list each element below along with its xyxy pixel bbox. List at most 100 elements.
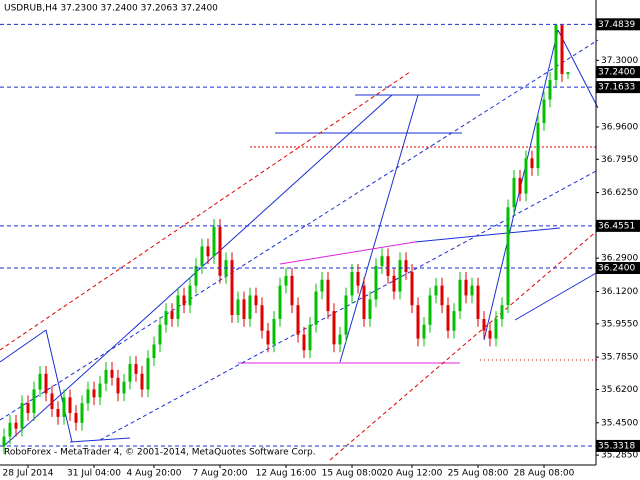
pattern-line: [279, 241, 416, 265]
candle-body: [8, 422, 12, 437]
candle-body: [80, 403, 84, 423]
y-tick-label: 36.7950: [601, 155, 638, 165]
channel-line: [99, 169, 599, 441]
candle-body: [548, 79, 552, 100]
trend-line: [339, 94, 419, 363]
x-tick-label: 28 Aug 08:00: [514, 469, 575, 479]
candle-body: [512, 177, 516, 208]
candle-body: [404, 260, 408, 272]
candle-body: [236, 299, 240, 316]
candle-body: [158, 324, 162, 345]
candle-body: [242, 299, 246, 319]
candle-body: [320, 279, 324, 292]
candle-body: [134, 364, 138, 374]
candle-body: [140, 373, 144, 390]
candle-body: [56, 409, 60, 417]
candle-body: [92, 389, 96, 398]
trend-line: [4, 94, 393, 446]
candle-body: [266, 330, 270, 345]
candle-body: [200, 246, 204, 267]
candle-body: [74, 412, 78, 423]
candle-body: [428, 295, 432, 325]
candle-body: [302, 334, 306, 351]
y-tick-label: 35.9550: [601, 319, 638, 329]
candle-body: [326, 279, 330, 312]
candle-body: [86, 389, 90, 404]
y-tick-label: 35.6200: [601, 385, 638, 395]
x-tick-label: 31 Jul 04:00: [67, 469, 121, 479]
level-label: 36.2400: [598, 264, 635, 274]
candle-body: [506, 207, 510, 306]
x-tick-label: 20 Aug 12:00: [382, 469, 443, 479]
candle-body: [68, 397, 72, 413]
y-tick-label: 36.1200: [601, 287, 638, 297]
level-box: [596, 18, 640, 31]
level-box: [596, 439, 640, 452]
candle-body: [314, 291, 318, 325]
candle-body: [470, 285, 474, 296]
x-tick-label: 28 Jul 2014: [3, 469, 54, 479]
y-tick-label: 35.7850: [601, 353, 638, 363]
candle-body: [296, 305, 300, 335]
candle-body: [182, 295, 186, 306]
candle-body: [446, 305, 450, 331]
current-price-label: 37.2400: [598, 68, 635, 78]
candle-body: [272, 318, 276, 345]
candle-body: [338, 334, 342, 345]
candle-body: [206, 246, 210, 257]
y-tick-label: 36.2900: [601, 254, 638, 264]
channel-line: [0, 39, 599, 421]
candle-body: [488, 330, 492, 339]
candle-body: [518, 177, 522, 194]
candle-body: [104, 369, 108, 384]
candle-body: [476, 285, 480, 319]
trend-line: [414, 227, 561, 243]
candle-body: [410, 271, 414, 306]
x-tick-label: 12 Aug 16:00: [256, 469, 317, 479]
candle-body: [290, 275, 294, 306]
candle-body: [32, 389, 36, 413]
candle-body: [110, 369, 114, 378]
x-tick-label: 15 Aug 08:00: [322, 469, 383, 479]
x-tick-label: 7 Aug 20:00: [193, 469, 248, 479]
trend-line: [514, 271, 599, 321]
candle-body: [44, 373, 48, 394]
candle-body: [218, 226, 222, 276]
candle-body: [50, 393, 54, 410]
candle-body: [38, 373, 42, 390]
candle-body: [128, 364, 132, 382]
candle-body: [350, 271, 354, 296]
candle-body: [284, 275, 288, 286]
candle-body: [62, 397, 66, 417]
trend-line: [45, 329, 73, 443]
candle-body: [440, 285, 444, 306]
candle-body: [194, 266, 198, 286]
y-tick-label: 35.4500: [601, 418, 638, 428]
candle-body: [254, 295, 258, 306]
candle-body: [356, 271, 360, 286]
candle-body: [536, 123, 540, 169]
candle-body: [482, 318, 486, 331]
candle-body: [248, 295, 252, 319]
y-tick-label: 36.9600: [601, 122, 638, 132]
candle-body: [170, 311, 174, 319]
candle-body: [362, 285, 366, 319]
channel-line: [0, 71, 411, 351]
candle-body: [380, 256, 384, 267]
candle-body: [458, 279, 462, 312]
candle-body: [152, 344, 156, 359]
candle-body: [164, 311, 168, 325]
candle-body: [374, 266, 378, 300]
candle-body: [146, 358, 150, 390]
candle-body: [416, 305, 420, 339]
candle-body: [260, 305, 264, 331]
candle-body: [452, 311, 456, 331]
level-box: [596, 219, 640, 232]
candle-body: [422, 324, 426, 339]
candle-body: [344, 295, 348, 335]
candle-body: [434, 285, 438, 296]
candle-body: [116, 377, 120, 394]
candle-body: [278, 285, 282, 319]
candle-body: [386, 256, 390, 276]
